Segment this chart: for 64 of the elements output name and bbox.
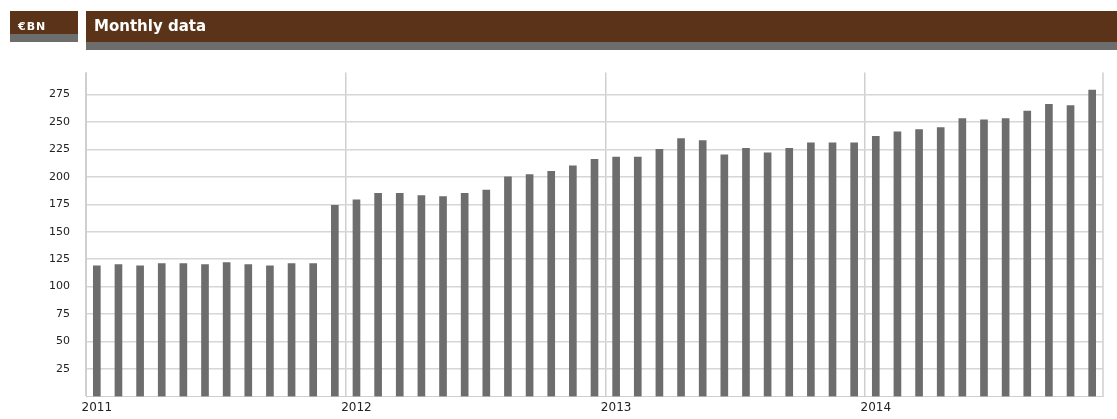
- bar: [807, 142, 815, 397]
- bar: [1001, 118, 1010, 397]
- y-tick-label: 150: [49, 224, 70, 238]
- y-tick-label: 275: [49, 87, 70, 101]
- y-tick-label: 75: [56, 306, 70, 320]
- bar: [157, 263, 166, 397]
- y-tick-label: 50: [56, 334, 70, 348]
- bar: [525, 174, 534, 397]
- bar: [482, 189, 491, 397]
- bar: [439, 196, 447, 397]
- bar: [785, 148, 794, 397]
- y-tick-label: 25: [56, 361, 70, 375]
- bar: [763, 152, 772, 397]
- bar: [244, 264, 253, 397]
- chart-title: Monthly data: [86, 11, 1117, 50]
- y-tick-label: 225: [49, 142, 70, 156]
- bar: [1023, 110, 1032, 397]
- y-tick-label: 125: [49, 252, 70, 266]
- bar: [547, 171, 556, 397]
- bar: [698, 140, 707, 397]
- bar: [893, 131, 902, 397]
- bar: [136, 265, 144, 397]
- bar: [871, 135, 880, 397]
- bar: [309, 263, 318, 397]
- bar: [1088, 89, 1097, 397]
- bar: [460, 193, 469, 397]
- bar: [612, 156, 620, 397]
- bar: [590, 158, 599, 397]
- bar: [742, 148, 750, 397]
- bar: [92, 265, 101, 397]
- bar: [417, 195, 426, 397]
- x-tick-label: 2014: [860, 399, 892, 414]
- bar: [720, 154, 729, 397]
- y-tick-label: 200: [49, 169, 70, 183]
- bar: [915, 129, 923, 397]
- bar: [980, 119, 988, 397]
- bar: [222, 262, 231, 397]
- bar: [958, 118, 967, 397]
- bar: [179, 263, 188, 397]
- bar: [828, 142, 837, 397]
- x-tick-label: 2012: [341, 399, 372, 414]
- bar: [850, 142, 858, 397]
- bar: [352, 199, 361, 397]
- bar: [1066, 105, 1075, 397]
- y-tick-label: 175: [49, 197, 70, 211]
- y-axis-title: €BN: [10, 11, 78, 42]
- bar: [374, 193, 382, 397]
- bar: [655, 149, 664, 397]
- x-tick-label: 2011: [81, 399, 113, 414]
- bar: [504, 176, 512, 397]
- bar: [569, 165, 577, 397]
- bar: [936, 127, 945, 397]
- bar: [201, 264, 209, 397]
- bar: [287, 263, 296, 397]
- bar: [331, 205, 339, 397]
- bar: [266, 265, 274, 397]
- bar: [114, 264, 123, 397]
- bar: [677, 138, 685, 397]
- bar: [395, 193, 404, 397]
- bar: [633, 156, 642, 397]
- bar: [1045, 104, 1053, 397]
- y-tick-label: 250: [49, 114, 70, 128]
- y-tick-label: 100: [49, 279, 70, 293]
- x-tick-label: 2013: [600, 399, 632, 414]
